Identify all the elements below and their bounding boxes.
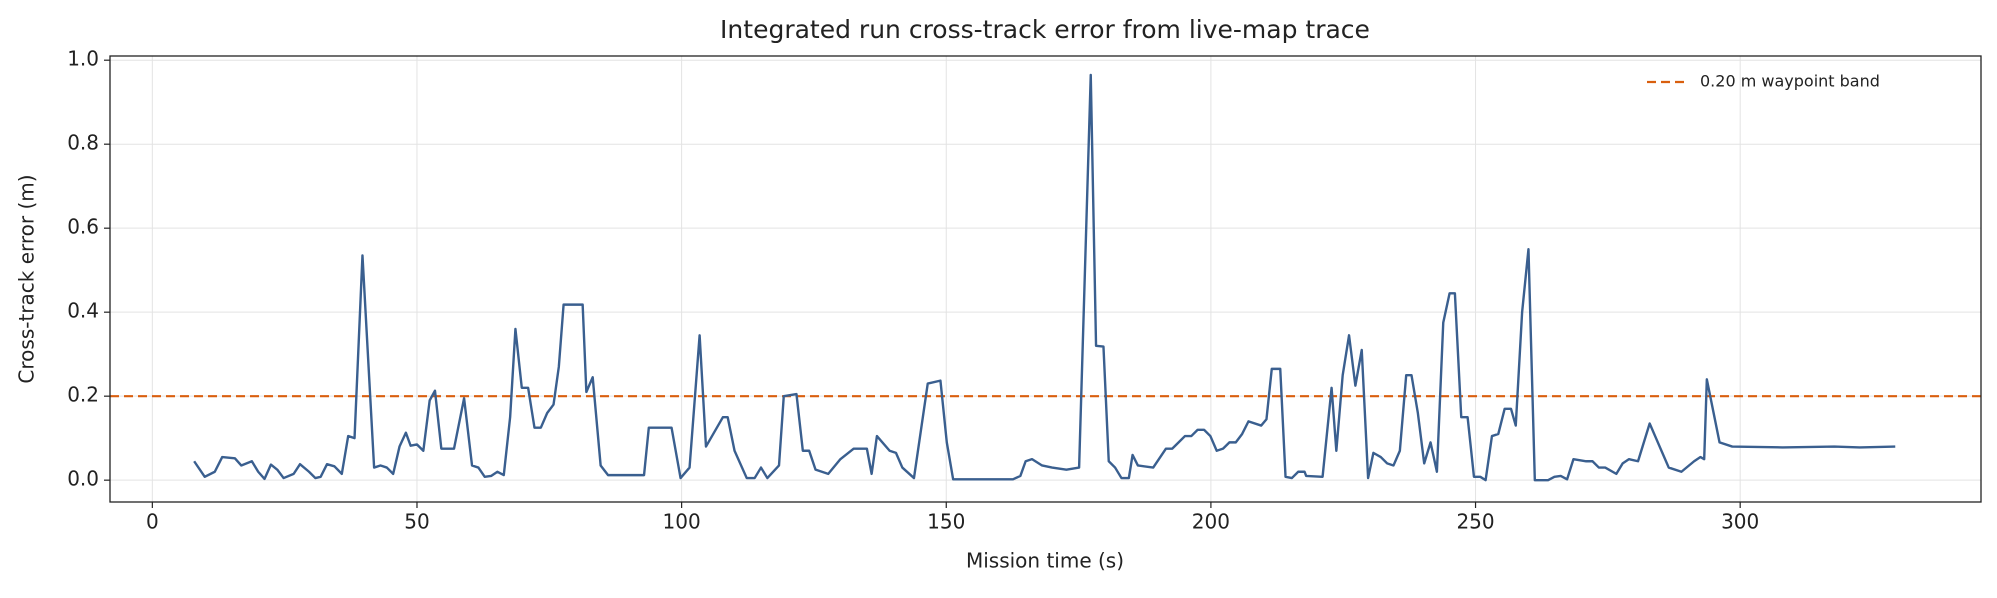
y-tick-label: 0.2 — [67, 383, 99, 407]
x-tick-label: 0 — [146, 510, 159, 534]
x-tick-label: 300 — [1721, 510, 1759, 534]
x-tick-label: 250 — [1456, 510, 1494, 534]
chart-title: Integrated run cross-track error from li… — [720, 15, 1370, 44]
y-tick-label: 0.6 — [67, 215, 99, 239]
x-tick-label: 150 — [927, 510, 965, 534]
x-tick-label: 50 — [404, 510, 429, 534]
y-tick-label: 0.4 — [67, 299, 99, 323]
y-axis-label: Cross-track error (m) — [15, 174, 39, 383]
y-tick-label: 1.0 — [67, 47, 99, 71]
y-tick-label: 0.0 — [67, 467, 99, 491]
x-axis-label: Mission time (s) — [966, 549, 1124, 573]
x-tick-label: 200 — [1192, 510, 1230, 534]
x-tick-label: 100 — [663, 510, 701, 534]
y-tick-label: 0.8 — [67, 131, 99, 155]
data-line — [193, 73, 1896, 482]
plot-frame — [109, 55, 1982, 503]
legend-label: 0.20 m waypoint band — [1700, 72, 1880, 91]
